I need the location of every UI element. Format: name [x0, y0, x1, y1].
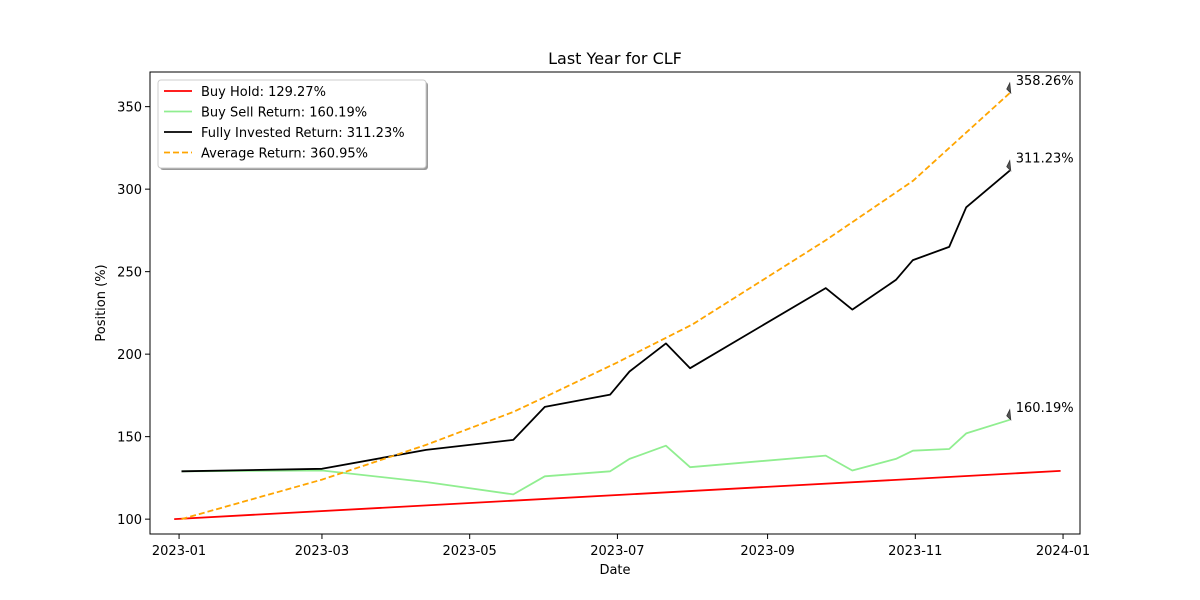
y-tick-label-5: 350	[117, 101, 142, 116]
annotation-marker-1	[1006, 159, 1012, 172]
x-tick-label-2: 2023-05	[443, 544, 497, 559]
x-tick-label-5: 2023-11	[888, 544, 942, 559]
annotation-marker-2	[1006, 408, 1012, 421]
x-tick-label-1: 2023-03	[295, 544, 349, 559]
y-tick-label-2: 200	[117, 348, 142, 363]
annotation-marker-0	[1006, 81, 1012, 95]
y-axis-label: Position (%)	[94, 264, 109, 341]
y-tick-label-0: 100	[117, 513, 142, 528]
annotation-label-0: 358.26%	[1016, 74, 1074, 89]
y-tick-label-4: 300	[117, 183, 142, 198]
legend-label-0: Buy Hold: 129.27%	[201, 85, 326, 100]
legend-label-3: Average Return: 360.95%	[201, 147, 368, 162]
series-line-3	[181, 92, 1011, 520]
annotation-label-2: 160.19%	[1016, 401, 1074, 416]
x-axis-label: Date	[599, 563, 630, 578]
legend-label-1: Buy Sell Return: 160.19%	[201, 106, 367, 121]
y-tick-label-3: 250	[117, 266, 142, 281]
series-line-0	[174, 470, 1061, 520]
y-tick-label-1: 150	[117, 431, 142, 446]
series-line-2	[181, 169, 1011, 473]
x-tick-label-4: 2023-09	[740, 544, 794, 559]
annotation-label-1: 311.23%	[1016, 152, 1074, 167]
legend-label-2: Fully Invested Return: 311.23%	[201, 126, 405, 141]
x-tick-label-6: 2024-01	[1036, 544, 1090, 559]
x-tick-label-0: 2023-01	[152, 544, 206, 559]
series-line-1	[181, 418, 1011, 496]
plot-frame	[149, 71, 1081, 535]
x-tick-label-3: 2023-07	[590, 544, 644, 559]
chart-title: Last Year for CLF	[548, 49, 682, 68]
legend-box	[157, 79, 427, 169]
